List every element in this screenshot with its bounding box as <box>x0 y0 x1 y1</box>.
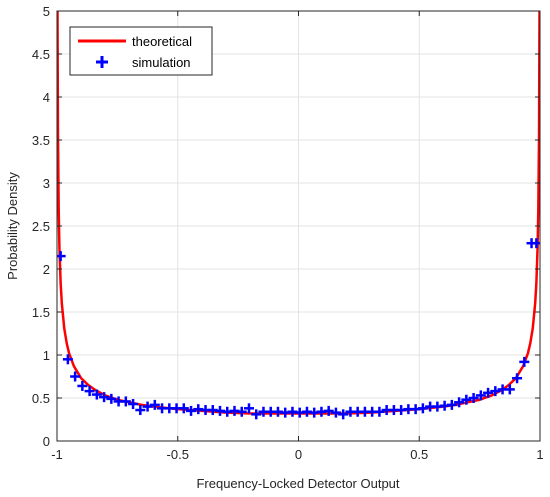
simulation-point <box>99 392 110 403</box>
simulation-point <box>178 403 189 414</box>
simulation-point <box>417 403 428 414</box>
simulation-point <box>77 380 88 391</box>
legend-marker-simulation <box>96 56 108 68</box>
simulation-point <box>446 399 457 410</box>
y-tick-label: 1 <box>43 348 50 363</box>
y-tick-label: 4 <box>43 90 50 105</box>
simulation-point <box>149 399 160 410</box>
simulation-point <box>142 401 153 412</box>
x-tick-label: -0.5 <box>167 447 189 462</box>
simulation-point <box>475 390 486 401</box>
y-tick-label: 0 <box>43 434 50 449</box>
y-tick-label: 2 <box>43 262 50 277</box>
simulation-point <box>330 407 341 418</box>
simulation-point <box>186 405 197 416</box>
y-tick-label: 3.5 <box>32 133 50 148</box>
simulation-point <box>374 406 385 417</box>
simulation-point <box>91 389 102 400</box>
y-tick-label: 5 <box>43 4 50 19</box>
x-tick-label: 0.5 <box>410 447 428 462</box>
simulation-point <box>504 384 515 395</box>
x-tick-label: -1 <box>51 447 63 462</box>
simulation-point <box>454 397 465 408</box>
simulation-point <box>70 371 81 382</box>
y-tick-label: 3 <box>43 176 50 191</box>
simulation-point <box>135 405 146 416</box>
y-tick-label: 4.5 <box>32 47 50 62</box>
grid <box>56 10 541 442</box>
simulation-point <box>84 386 95 397</box>
y-tick-label: 0.5 <box>32 391 50 406</box>
simulation-point <box>490 386 501 397</box>
simulation-point <box>483 387 494 398</box>
simulation-point <box>236 406 247 417</box>
legend-box <box>69 26 213 76</box>
y-tick-label: 2.5 <box>32 219 50 234</box>
simulation-point <box>519 356 530 367</box>
x-axis-label: Frequency-Locked Detector Output <box>196 476 399 491</box>
simulation-point <box>62 354 73 365</box>
simulation-point <box>468 393 479 403</box>
legend-label-theoretical: theoretical <box>132 34 192 49</box>
simulation-point <box>120 396 131 407</box>
series-layer <box>57 11 540 420</box>
ticks: -1 -0.5 0 0.5 1 0 0.5 1 1.5 2 2.5 3 3.5 4 4.5 5 <box>32 4 544 462</box>
simulation-point <box>128 399 139 410</box>
legend: theoretical simulation <box>69 26 213 76</box>
x-tick-label: 1 <box>536 447 543 462</box>
simulation-point <box>323 405 334 416</box>
y-axis-label: Probability Density <box>5 172 20 280</box>
simulation-point <box>243 403 254 414</box>
simulation-point <box>338 409 349 420</box>
simulation-point <box>461 394 472 405</box>
y-tick-label: 1.5 <box>32 305 50 320</box>
legend-label-simulation: simulation <box>132 55 191 70</box>
simulation-point <box>512 373 523 384</box>
x-tick-label: 0 <box>295 447 302 462</box>
simulation-point <box>251 409 262 420</box>
simulation-point <box>106 393 117 404</box>
